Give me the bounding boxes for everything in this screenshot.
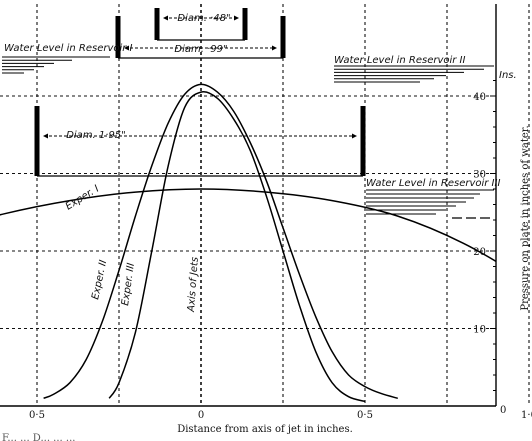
grid-lines xyxy=(0,4,530,406)
tick-labels: 1·00·500·51·01·5102030400 xyxy=(29,92,532,421)
series-curves xyxy=(0,83,496,403)
nozzle-diagram xyxy=(34,8,366,177)
nozzle-bar xyxy=(242,8,248,40)
y-tick-label: 10 xyxy=(473,325,486,336)
dim-line-099-arrow xyxy=(124,45,129,51)
y-tick-label: 30 xyxy=(473,170,486,181)
dim-line-195-arrow xyxy=(352,133,357,139)
nozzle-bar xyxy=(280,16,286,58)
y-axis-title: Pressure on plate in inches of water. xyxy=(520,125,531,310)
y-tick-label: 20 xyxy=(473,247,486,258)
dim-line-048-arrow xyxy=(234,15,239,21)
diam-099-label: Diam. ·99" xyxy=(174,44,227,55)
x-tick-label: 0 xyxy=(198,410,204,421)
nozzle-bar xyxy=(115,16,121,58)
series-line-exper-3 xyxy=(108,91,366,403)
nozzle-bar xyxy=(34,106,40,176)
x-tick-label: 0·5 xyxy=(357,410,373,421)
y-tick-label: 40 xyxy=(473,92,486,103)
series-label-exper-2: Exper. II xyxy=(90,259,109,301)
series-label-exper-3: Exper. III xyxy=(120,262,137,306)
dim-line-099-arrow xyxy=(272,45,277,51)
caption-fragment: F... ... D... ... ... xyxy=(2,433,75,441)
series-line-exper-2 xyxy=(43,83,399,400)
x-axis-title: Distance from axis of jet in inches. xyxy=(177,424,353,435)
nozzle-bar xyxy=(360,106,366,176)
water-level-3-label: Water Level in Reservoir III xyxy=(366,178,500,189)
plot-frame xyxy=(0,4,497,407)
nozzle-bar xyxy=(154,8,160,40)
water-level-1-label: Water Level in Reservoir I xyxy=(4,43,133,54)
dim-line-048-arrow xyxy=(163,15,168,21)
x-tick-label: 0·5 xyxy=(29,410,45,421)
series-label-exper-1: Exper. I xyxy=(64,183,101,212)
diam-048-label: Diam. ·48" xyxy=(177,13,230,24)
dim-line-195-arrow xyxy=(43,133,48,139)
y-tick-label: 0 xyxy=(500,405,506,416)
water-level-2-label: Water Level in Reservoir II xyxy=(334,55,466,66)
x-tick-label: 1·0 xyxy=(521,410,532,421)
y-unit-label: Ins. xyxy=(499,70,517,81)
axis-of-jets-label: Axis of Jets xyxy=(186,257,201,314)
series-line-exper-1 xyxy=(0,188,496,263)
diam-195-label: Diam. 1·95" xyxy=(66,130,126,141)
